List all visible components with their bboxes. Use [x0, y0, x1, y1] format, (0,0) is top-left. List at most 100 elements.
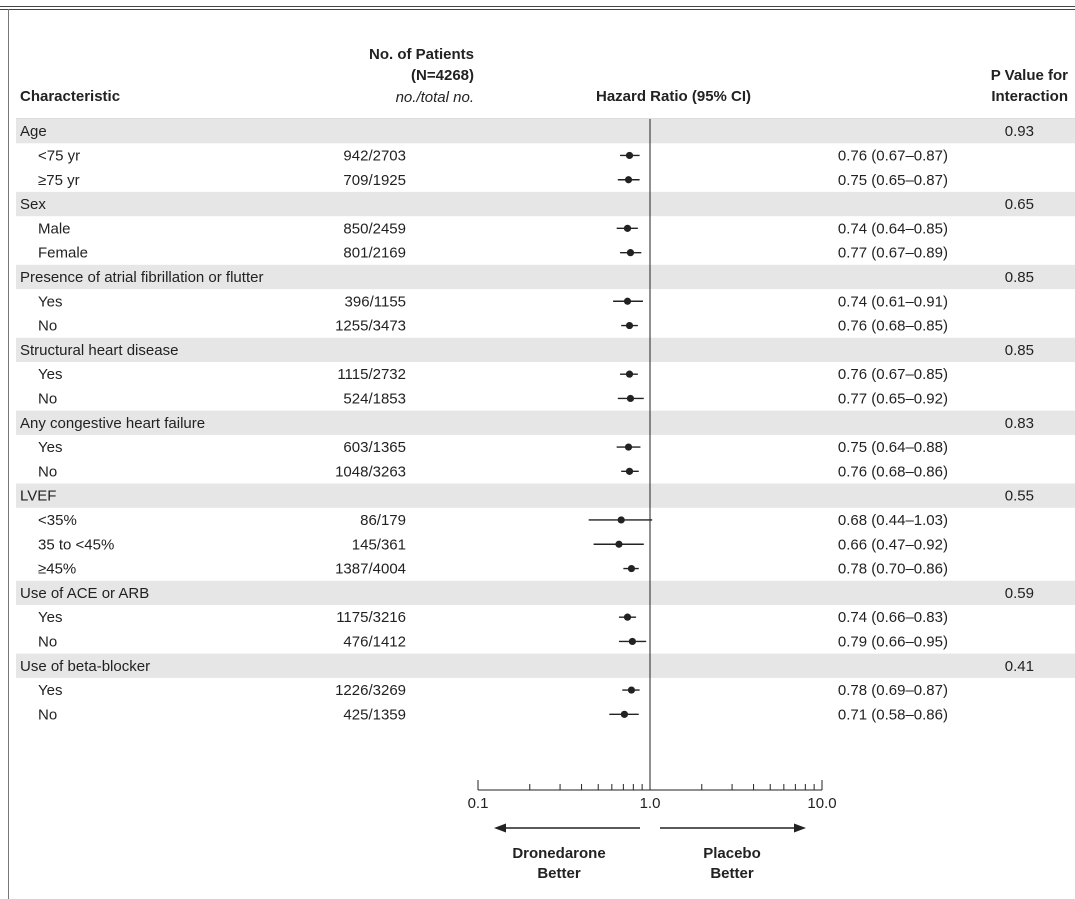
patients-count: 1387/4004 — [335, 561, 406, 578]
hr-point — [627, 564, 636, 573]
p-value: 0.41 — [1005, 658, 1034, 675]
hr-point — [624, 176, 633, 184]
hr-point — [626, 394, 635, 403]
frame-left-rule — [8, 9, 9, 899]
group-label: Any congestive heart failure — [20, 415, 205, 432]
hr-text: 0.66 (0.47–0.92) — [838, 536, 948, 553]
arrow-right-label-line2: Better — [710, 865, 754, 882]
hr-point — [620, 710, 629, 718]
patients-count: 1175/3216 — [336, 609, 406, 626]
subgroup-label: No — [38, 633, 57, 650]
header-pvalue-line2: Interaction — [991, 88, 1068, 105]
group-row-bg — [16, 653, 1075, 678]
arrow-right-head — [794, 823, 806, 833]
subgroup-label: ≥75 yr — [38, 172, 80, 189]
frame-top-rule-2 — [0, 9, 1075, 10]
header-patients-line1: No. of Patients — [368, 46, 474, 63]
p-value: 0.85 — [1005, 269, 1034, 286]
hr-point — [625, 370, 634, 378]
group-label: Age — [20, 123, 47, 140]
hr-point — [627, 686, 636, 694]
p-value: 0.85 — [1005, 342, 1034, 359]
hr-point — [625, 151, 634, 160]
p-value: 0.93 — [1005, 123, 1034, 140]
hr-point — [625, 467, 634, 475]
subgroup-label: Male — [38, 220, 71, 237]
hr-text: 0.74 (0.64–0.85) — [838, 220, 948, 237]
hr-text: 0.75 (0.65–0.87) — [838, 172, 948, 189]
header-characteristic: Characteristic — [20, 88, 121, 105]
patients-count: 850/2459 — [343, 220, 406, 237]
subgroup-label: No — [38, 390, 57, 407]
subgroup-label: Yes — [38, 293, 62, 310]
hr-point — [615, 540, 623, 548]
patients-count: 86/179 — [360, 512, 406, 529]
hr-text: 0.77 (0.65–0.92) — [838, 390, 948, 407]
hr-text: 0.71 (0.58–0.86) — [838, 706, 948, 723]
arrow-left-label-line1: Dronedarone — [512, 845, 605, 862]
hr-text: 0.74 (0.66–0.83) — [838, 609, 948, 626]
subgroup-label: Yes — [38, 609, 62, 626]
tick-label: 10.0 — [807, 795, 836, 812]
tick-label: 0.1 — [468, 795, 489, 812]
patients-count: 145/361 — [352, 536, 406, 553]
arrow-left-head — [494, 823, 506, 833]
p-value: 0.59 — [1005, 585, 1034, 602]
subgroup-label: No — [38, 463, 57, 480]
patients-count: 476/1412 — [343, 633, 406, 650]
group-row-bg — [16, 580, 1075, 605]
patients-count: 524/1853 — [343, 390, 406, 407]
hr-text: 0.76 (0.68–0.85) — [838, 318, 948, 335]
hr-point — [628, 637, 636, 646]
group-label: Presence of atrial fibrillation or flutt… — [20, 269, 263, 286]
header-pvalue-line1: P Value for — [990, 67, 1068, 84]
patients-count: 801/2169 — [343, 245, 406, 262]
hr-point — [626, 249, 635, 257]
hr-text: 0.79 (0.66–0.95) — [838, 633, 948, 650]
patients-count: 1048/3263 — [335, 463, 406, 480]
subgroup-label: Yes — [38, 366, 62, 383]
group-row-bg — [16, 191, 1075, 217]
subgroup-label: 35 to <45% — [38, 536, 114, 553]
patients-count: 1255/3473 — [335, 318, 406, 335]
group-row-bg — [16, 483, 1075, 508]
patients-count: 396/1155 — [345, 293, 406, 310]
group-label: LVEF — [20, 488, 56, 505]
tick-label: 1.0 — [640, 795, 661, 812]
hr-text: 0.76 (0.68–0.86) — [838, 463, 948, 480]
subgroup-label: <75 yr — [38, 147, 80, 164]
group-label: Structural heart disease — [20, 342, 178, 359]
subgroup-label: No — [38, 706, 57, 723]
hr-text: 0.76 (0.67–0.87) — [838, 147, 948, 164]
group-label: Sex — [20, 196, 46, 213]
patients-count: 425/1359 — [343, 706, 406, 723]
p-value: 0.83 — [1005, 415, 1034, 432]
group-row-bg — [16, 337, 1075, 362]
hr-point — [623, 224, 632, 232]
hr-text: 0.68 (0.44–1.03) — [838, 512, 948, 529]
header-hazard-ratio: Hazard Ratio (95% CI) — [596, 88, 752, 105]
group-label: Use of ACE or ARB — [20, 585, 149, 602]
p-value: 0.55 — [1005, 488, 1034, 505]
hr-text: 0.74 (0.61–0.91) — [838, 293, 948, 310]
p-value: 0.65 — [1005, 196, 1034, 213]
hr-point — [624, 443, 633, 451]
patients-count: 603/1365 — [343, 439, 406, 456]
frame-top-rule — [0, 6, 1075, 7]
group-row-bg — [16, 119, 1075, 144]
arrow-left-label-line2: Better — [537, 865, 581, 882]
group-label: Use of beta-blocker — [20, 658, 150, 675]
hr-point — [623, 613, 632, 621]
patients-count: 1115/2732 — [337, 366, 406, 383]
subgroup-label: <35% — [38, 512, 77, 529]
hr-point — [623, 297, 632, 305]
arrow-right-label-line1: Placebo — [703, 845, 761, 862]
hr-text: 0.76 (0.67–0.85) — [838, 366, 948, 383]
header-patients-line2: (N=4268) — [411, 67, 474, 84]
subgroup-label: Yes — [38, 439, 62, 456]
hr-point — [625, 321, 634, 330]
subgroup-label: ≥45% — [38, 561, 76, 578]
subgroup-label: Female — [38, 245, 88, 262]
patients-count: 942/2703 — [343, 147, 406, 164]
